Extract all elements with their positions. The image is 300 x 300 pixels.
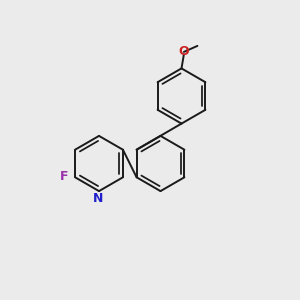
Text: O: O xyxy=(178,45,189,58)
Text: F: F xyxy=(60,170,69,183)
Text: N: N xyxy=(93,192,103,205)
